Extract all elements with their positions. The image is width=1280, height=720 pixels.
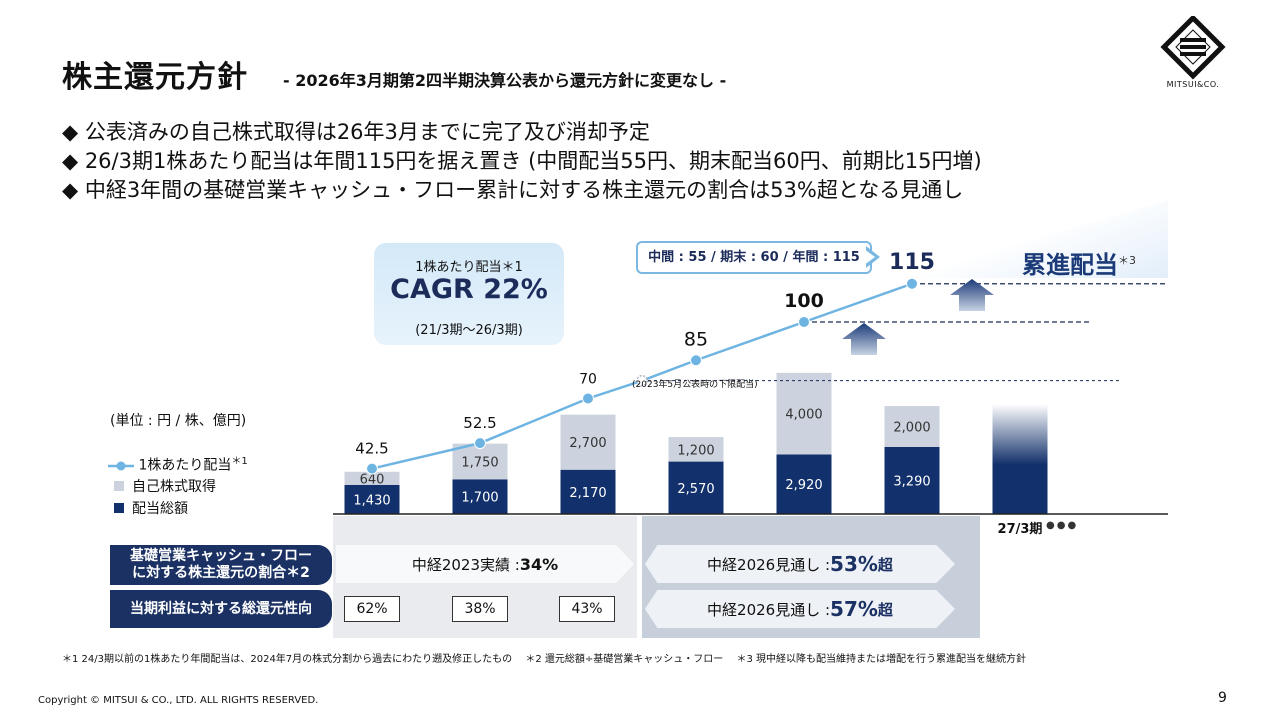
bar-dividend-label-5: 3,290 [893,474,930,489]
dps-breakdown-callout: 中間 : 55 / 期末 : 60 / 年間 : 115 [636,241,872,274]
dps-label-3: 85 [684,328,708,350]
bar-dividend-label-1: 1,700 [461,491,498,506]
bar-buyback-3 [668,437,724,462]
bar-buyback-2 [560,414,616,470]
cagr-line1: 1株あたり配当＊1 [415,260,523,275]
dps-label-2: 70 [579,372,597,388]
row1-outlook-suffix: 超 [877,555,893,574]
up-arrow-icon-25 [842,323,886,355]
bar-dividend-label-0: 1,430 [353,493,390,508]
page-subtitle: - 2026年3月期第2四半期決算公表から還元方針に変更なし - [283,71,727,90]
progressive-label-text: 累進配当 [1022,251,1118,279]
legend-buyback: 自己株式取得 [108,476,216,496]
row2-outlook-value: 57% [830,597,878,621]
bar-buyback-label-3: 1,200 [677,443,714,458]
legend-line-icon [108,461,134,471]
bar-buyback-1 [452,443,508,480]
payout-ratio-23-3: 43% [559,596,615,622]
row1-past-result: 中経2023実績 : 34% [336,545,634,583]
legend-dps-note: ＊1 [231,456,248,467]
row1-past-value: 34% [519,554,559,574]
bar-dividend-1 [452,479,508,514]
page-title: 株主還元方針 [62,60,248,95]
category-label-6: 27/3期 [998,522,1043,537]
dps-point-4 [798,316,810,328]
lower-limit-note: (2023年5月公表時の下限配当) [632,380,758,390]
page-number: 9 [1218,690,1227,706]
row-label-cashflow-ratio: 基礎営業キャッシュ・フロー に対する株主還元の割合＊2 [110,545,332,585]
dps-label-1: 52.5 [463,414,496,432]
bar-buyback-0 [344,471,400,485]
legend-dividend-label: 配当総額 [132,501,188,517]
dps-point-0 [366,462,378,475]
bar-dividend-0 [344,484,400,514]
payout-ratio-21-3: 62% [344,596,400,622]
dps-label-5: 115 [889,250,935,275]
cagr-period: (21/3期～26/3期) [415,323,523,338]
bar-dividend-label-2: 2,170 [569,486,606,501]
dps-point-2 [582,392,594,405]
bar-buyback-label-2: 2,700 [569,436,606,451]
cagr-box: 1株あたり配当＊1 CAGR 22% (21/3期～26/3期) [374,243,564,345]
bar-buyback-label-5: 2,000 [893,420,930,435]
row1-past-prefix: 中経2023実績 : [411,555,520,574]
cagr-value: CAGR 22% [390,274,548,305]
dps-label-0: 42.5 [355,440,388,458]
bullet-3: ◆ 中経3年間の基礎営業キャッシュ・フロー累計に対する株主還元の割合は53%超と… [62,178,964,202]
dps-point-1 [474,437,486,450]
unit-label: (単位 : 円 / 株、億円) [110,413,247,429]
mitsui-logo-icon [1158,14,1228,90]
bar-buyback-label-4: 4,000 [785,408,822,423]
bar-buyback-4 [776,372,832,455]
footnotes: ＊1 24/3期以前の1株あたり年間配当は、2024年7月の株式分割から過去にわ… [62,654,1026,665]
bar-projection-6 [992,404,1048,514]
row2-outlook-prefix: 中経2026見通し : [707,600,831,619]
bullet-1: ◆ 公表済みの自己株式取得は26年3月までに完了及び消却予定 [62,120,650,144]
row-label-payout-ratio: 当期利益に対する総還元性向 [110,590,332,628]
legend-dividend-swatch [114,503,124,513]
up-arrow-icon-26 [950,279,994,311]
dps-point-3 [690,354,702,367]
bar-dividend-label-4: 2,920 [785,478,822,493]
row1-outlook: 中経2026見通し : 53% 超 [645,545,955,583]
bar-buyback-label-1: 1,750 [461,455,498,470]
progressive-dividend-label: 累進配当＊3 [1022,245,1136,280]
dps-lower-limit-point [636,374,648,387]
legend-dps-label: 1株あたり配当 [138,457,232,474]
row2-outlook-suffix: 超 [877,600,893,619]
bar-dividend-3 [668,461,724,514]
bar-dividend-5 [884,446,940,514]
row1-outlook-prefix: 中経2026見通し : [707,555,831,574]
legend-buyback-label: 自己株式取得 [132,479,216,495]
bar-dividend-2 [560,469,616,514]
bar-buyback-label-0: 640 [360,472,385,487]
row1-outlook-value: 53% [830,552,878,576]
bar-dividend-label-3: 2,570 [677,482,714,497]
logo-name: MITSUI&CO. [1166,80,1220,89]
progressive-note: ＊3 [1118,254,1136,267]
row2-outlook: 中経2026見通し : 57% 超 [645,590,955,628]
dps-point-5 [906,277,918,290]
callout-arrow-inner [864,249,875,265]
bar-buyback-5 [884,406,940,447]
bullet-2: ◆ 26/3期1株あたり配当は年間115円を据え置き (中間配当55円、期末配当… [62,149,982,173]
payout-ratio-22-3: 38% [452,596,508,622]
bar-dividend-4 [776,454,832,514]
legend-buyback-swatch [114,481,124,491]
dps-label-4: 100 [784,290,824,312]
more-periods-ellipsis: ●●● [1046,520,1079,531]
legend-dps: 1株あたり配当＊1 [108,452,248,475]
legend-dividend: 配当総額 [108,498,188,518]
copyright: Copyright © MITSUI & CO., LTD. ALL RIGHT… [38,695,319,706]
